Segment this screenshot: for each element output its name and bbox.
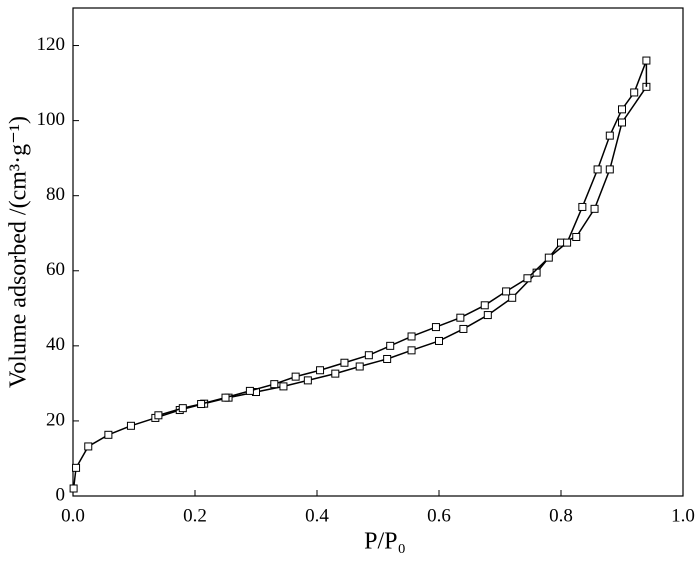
marker <box>221 393 230 402</box>
marker <box>502 287 511 296</box>
x-axis-label: P/P₀ <box>364 529 406 555</box>
marker <box>435 336 443 345</box>
marker <box>126 421 135 430</box>
y-axis-label: Volume adsorbed /(cm³·g⁻¹) <box>6 116 32 388</box>
marker <box>154 411 163 420</box>
marker <box>544 253 553 262</box>
marker <box>331 369 340 378</box>
marker <box>291 372 300 381</box>
x-tick-label: 0.8 <box>549 505 573 526</box>
marker <box>340 358 349 367</box>
y-tick-label: 100 <box>37 109 66 130</box>
marker <box>431 323 440 332</box>
y-tick-label: 0 <box>56 484 66 505</box>
y-tick-label: 60 <box>46 259 65 280</box>
marker <box>270 380 279 389</box>
marker <box>303 376 312 385</box>
y-tick-label: 20 <box>46 409 65 430</box>
marker <box>590 204 599 213</box>
marker <box>618 105 626 114</box>
marker <box>178 404 187 413</box>
marker <box>197 400 206 409</box>
x-tick-label: 0.4 <box>305 505 329 526</box>
marker <box>456 313 465 322</box>
y-tick-label: 80 <box>46 184 65 205</box>
marker <box>459 324 468 333</box>
x-tick-label: 0.2 <box>183 505 207 526</box>
y-tick-label: 40 <box>46 334 65 355</box>
y-tick-label: 120 <box>37 34 66 55</box>
marker <box>605 165 614 174</box>
marker <box>572 232 581 241</box>
marker <box>523 274 532 283</box>
marker <box>279 382 288 391</box>
marker <box>630 88 639 97</box>
marker <box>618 118 626 127</box>
marker <box>69 484 78 493</box>
marker <box>364 351 373 360</box>
marker <box>316 366 325 375</box>
marker <box>84 442 93 451</box>
x-tick-label: 1.0 <box>671 505 695 526</box>
marker <box>593 165 602 174</box>
marker <box>104 430 113 439</box>
marker <box>72 463 81 472</box>
x-tick-label: 0.0 <box>61 505 85 526</box>
marker <box>605 131 614 140</box>
marker <box>508 293 517 302</box>
marker <box>407 346 416 355</box>
marker <box>642 56 651 65</box>
marker <box>386 341 395 350</box>
marker <box>578 202 587 211</box>
marker <box>563 238 572 247</box>
marker <box>480 301 489 310</box>
marker <box>355 362 364 371</box>
marker <box>407 332 416 341</box>
marker <box>383 354 392 363</box>
marker <box>483 311 492 320</box>
x-tick-label: 0.6 <box>427 505 451 526</box>
series-line <box>72 86 648 489</box>
plot-frame <box>72 7 684 497</box>
marker <box>245 386 254 395</box>
